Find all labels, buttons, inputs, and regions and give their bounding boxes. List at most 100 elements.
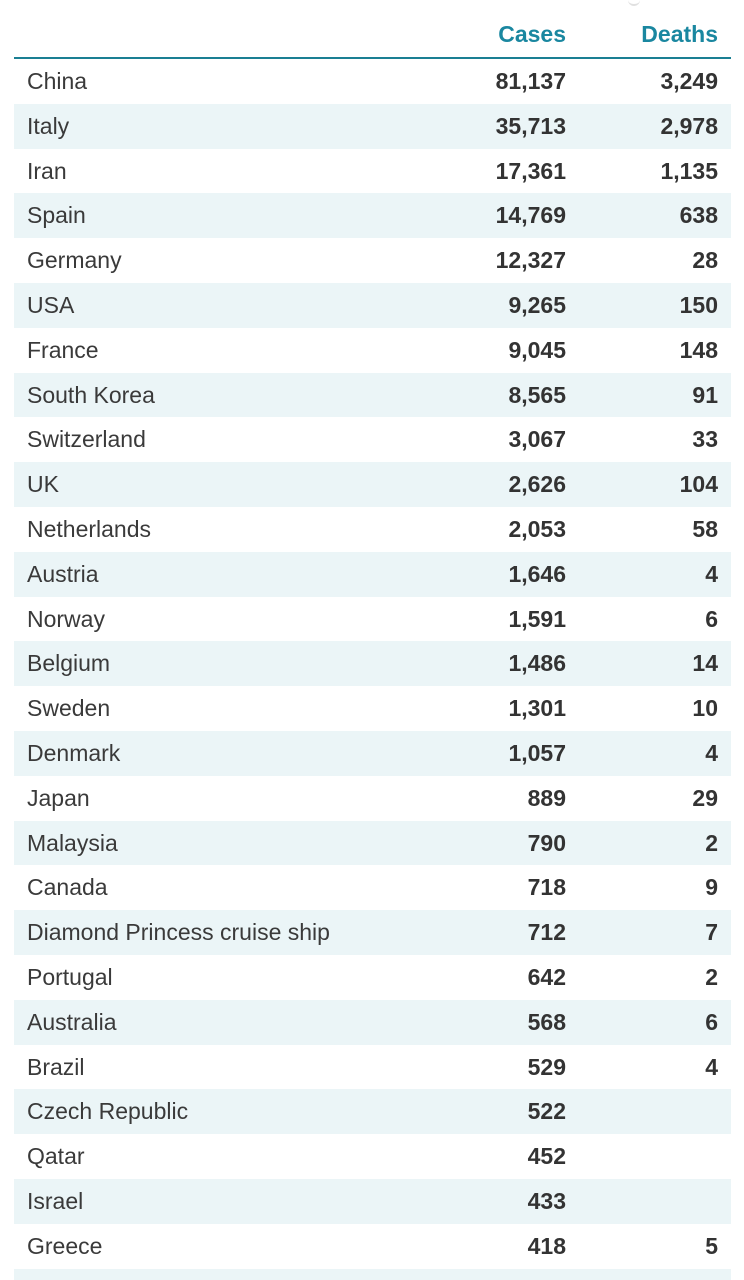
country-cell: Sweden xyxy=(27,695,111,722)
deaths-column-header[interactable]: Deaths xyxy=(641,21,718,47)
table-row: Malaysia 790 2 xyxy=(14,820,731,866)
country-cell: Malaysia xyxy=(27,829,118,856)
deaths-cell: 10 xyxy=(692,695,718,722)
cases-cell: 433 xyxy=(527,1187,566,1214)
table-row: Spain 14,769 638 xyxy=(14,193,731,239)
cases-cell: 1,301 xyxy=(508,695,566,722)
deaths-cell: 148 xyxy=(679,336,718,363)
deaths-cell: 7 xyxy=(705,919,718,946)
table-row: USA 9,265 150 xyxy=(14,282,731,328)
country-cell: Netherlands xyxy=(27,515,152,542)
cases-cell: 452 xyxy=(527,1143,566,1170)
deaths-cell: 2,978 xyxy=(660,112,718,139)
cases-cell: 568 xyxy=(527,1008,566,1035)
cases-cell: 2,626 xyxy=(508,471,566,498)
table-row: Qatar 452 xyxy=(14,1134,731,1179)
deaths-cell: 4 xyxy=(705,739,718,766)
country-cell: Switzerland xyxy=(27,426,146,453)
table-row: Belgium 1,486 14 xyxy=(14,641,731,687)
deaths-cell: 4 xyxy=(705,560,718,587)
table-row: Diamond Princess cruise ship 712 7 xyxy=(14,910,731,955)
country-cell: China xyxy=(27,68,88,94)
country-cell: Denmark xyxy=(27,739,121,766)
deaths-cell: 1,135 xyxy=(660,157,718,184)
country-cell: Belgium xyxy=(27,650,111,677)
deaths-cell: 5 xyxy=(705,1232,718,1259)
table-row: Austria 1,646 4 xyxy=(14,551,731,597)
cases-cell: 712 xyxy=(527,919,566,946)
table-row: France 9,045 148 xyxy=(14,328,731,373)
country-cell: Japan xyxy=(27,784,90,811)
table-row: South Korea 8,565 91 xyxy=(14,372,731,418)
country-cell: Australia xyxy=(27,1008,117,1035)
deaths-cell: 9 xyxy=(705,874,718,901)
table-row: Australia 568 6 xyxy=(14,999,731,1045)
country-cell: Austria xyxy=(27,560,99,587)
table-row-partial xyxy=(14,1268,731,1280)
country-cell: Norway xyxy=(27,605,105,632)
table-row: Denmark 1,057 4 xyxy=(14,730,731,776)
cases-cell: 2,053 xyxy=(508,515,566,542)
table-header: Cases Deaths xyxy=(14,12,731,59)
table-row: Germany 12,327 28 xyxy=(14,238,731,283)
table-row: China 81,137 3,249 xyxy=(14,59,731,104)
table-row: UK 2,626 104 xyxy=(14,462,731,507)
deaths-cell: 3,249 xyxy=(660,68,718,94)
country-cell: Spain xyxy=(27,202,86,229)
table-row: Norway 1,591 6 xyxy=(14,597,731,642)
cases-cell: 8,565 xyxy=(508,381,566,408)
cases-cell: 529 xyxy=(527,1053,566,1080)
country-cell: Greece xyxy=(27,1232,103,1259)
country-cell: Canada xyxy=(27,874,108,901)
deaths-cell: 150 xyxy=(679,291,718,318)
country-cell: South Korea xyxy=(27,381,155,408)
table-row: Brazil 529 4 xyxy=(14,1045,731,1090)
cases-cell: 9,045 xyxy=(508,336,566,363)
cutoff-glyph xyxy=(628,0,640,6)
country-cell: UK xyxy=(27,471,59,498)
cases-cell: 642 xyxy=(527,963,566,990)
table-row: Canada 718 9 xyxy=(14,865,731,910)
table-row: Sweden 1,301 10 xyxy=(14,686,731,731)
cases-cell: 1,486 xyxy=(508,650,566,677)
country-cell: Iran xyxy=(27,157,67,184)
cases-cell: 17,361 xyxy=(495,157,566,184)
country-cell: Italy xyxy=(27,112,70,139)
cases-cell: 35,713 xyxy=(495,112,566,139)
table-row: Israel 433 xyxy=(14,1178,731,1224)
cases-cell: 1,646 xyxy=(508,560,566,587)
cases-cell: 790 xyxy=(527,829,566,856)
deaths-cell: 638 xyxy=(679,202,718,229)
cases-cell: 418 xyxy=(527,1232,566,1259)
cases-cell: 718 xyxy=(527,874,566,901)
table-row: Switzerland 3,067 33 xyxy=(14,417,731,462)
country-cell: Israel xyxy=(27,1187,84,1214)
deaths-cell: 104 xyxy=(679,471,718,498)
table-body: China 81,137 3,249 Italy 35,713 2,978 Iran 17,3… xyxy=(14,59,731,1269)
country-cell: Czech Republic xyxy=(27,1098,189,1125)
deaths-cell: 29 xyxy=(692,784,718,811)
cases-cell: 1,591 xyxy=(508,605,566,632)
country-cell: Portugal xyxy=(27,963,113,990)
country-cell: Diamond Princess cruise ship xyxy=(27,919,330,946)
table-row: Iran 17,361 1,135 xyxy=(14,149,731,194)
deaths-cell: 33 xyxy=(692,426,718,453)
table-row: Netherlands 2,053 58 xyxy=(14,507,731,552)
cases-column-header[interactable]: Cases xyxy=(498,21,566,47)
country-cell: Germany xyxy=(27,247,122,274)
cases-cell: 9,265 xyxy=(508,291,566,318)
table-row: Portugal 642 2 xyxy=(14,955,731,1000)
deaths-cell: 2 xyxy=(705,829,718,856)
deaths-cell: 4 xyxy=(705,1053,718,1080)
table-row: Italy 35,713 2,978 xyxy=(14,103,731,149)
deaths-cell: 91 xyxy=(692,381,718,408)
deaths-cell: 6 xyxy=(705,1008,718,1035)
cases-cell: 12,327 xyxy=(495,247,566,274)
deaths-cell: 6 xyxy=(705,605,718,632)
table-row: Czech Republic 522 xyxy=(14,1089,731,1135)
cases-cell: 889 xyxy=(527,784,566,811)
cases-cell: 81,137 xyxy=(495,68,566,94)
table-row: Japan 889 29 xyxy=(14,776,731,821)
country-cell: Qatar xyxy=(27,1143,85,1170)
